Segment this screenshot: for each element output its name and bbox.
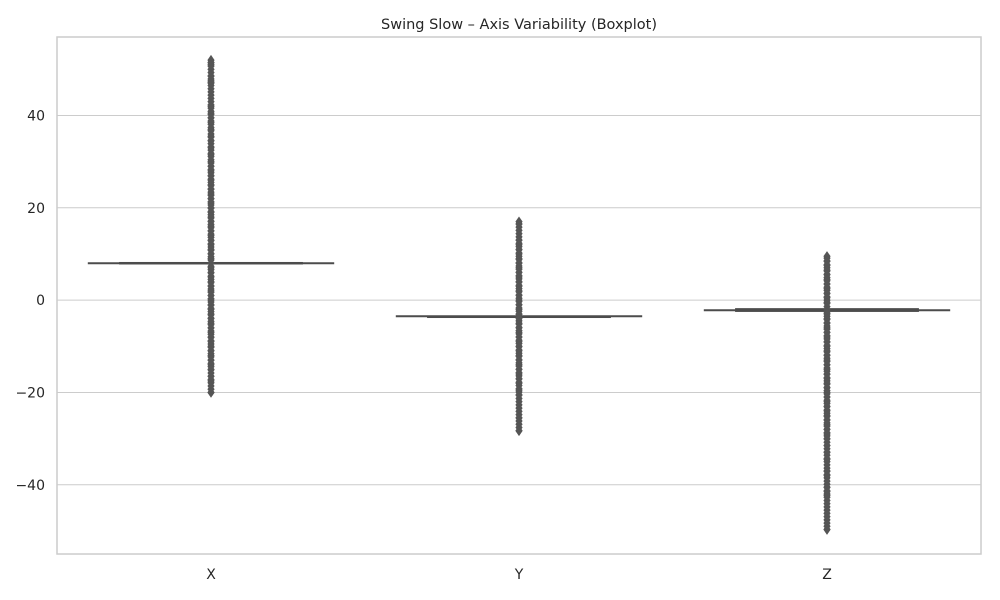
outliers-x: [207, 54, 215, 398]
box-z: [703, 251, 951, 535]
outlier-point: [207, 59, 215, 70]
outlier-point: [207, 135, 215, 147]
x-tick-labels: X Y Z: [206, 567, 832, 583]
outlier-point: [207, 101, 215, 112]
outlier-point: [207, 253, 215, 264]
outlier-point: [823, 490, 831, 501]
x-tick-label: Y: [514, 567, 524, 583]
outlier-point: [823, 297, 831, 308]
y-tick-label: 0: [36, 293, 45, 309]
outlier-point: [823, 470, 831, 481]
outlier-point: [515, 218, 523, 230]
outlier-point: [823, 454, 831, 465]
outlier-point: [207, 364, 215, 375]
outlier-point: [207, 124, 215, 135]
outlier-point: [515, 389, 523, 400]
outliers-z: [823, 251, 831, 535]
plot-frame: [56, 36, 982, 555]
x-tick-label: X: [206, 567, 216, 583]
y-tick-label: −40: [15, 478, 45, 494]
outlier-point: [207, 387, 215, 398]
chart-title: Swing Slow – Axis Variability (Boxplot): [381, 17, 657, 33]
outlier-point: [823, 524, 831, 535]
outlier-point: [207, 375, 215, 387]
x-tick-label: Z: [822, 567, 832, 583]
outlier-point: [515, 425, 523, 436]
outlier-point: [823, 433, 831, 444]
outlier-point: [823, 440, 831, 451]
box-x: [87, 54, 335, 398]
outlier-point: [823, 447, 831, 458]
y-tick-label: 40: [27, 108, 45, 124]
outlier-point: [207, 117, 215, 128]
y-tick-labels: 40 20 0 −20 −40: [15, 108, 45, 493]
box-y: [395, 216, 643, 436]
outlier-point: [515, 378, 523, 389]
boxes: [87, 54, 951, 535]
outlier-point: [207, 77, 215, 89]
outliers-y: [515, 216, 523, 436]
y-tick-label: −20: [15, 385, 45, 401]
outlier-point: [207, 149, 215, 160]
outlier-point: [515, 412, 523, 424]
y-tick-label: 20: [27, 201, 45, 217]
outlier-point: [207, 142, 215, 153]
